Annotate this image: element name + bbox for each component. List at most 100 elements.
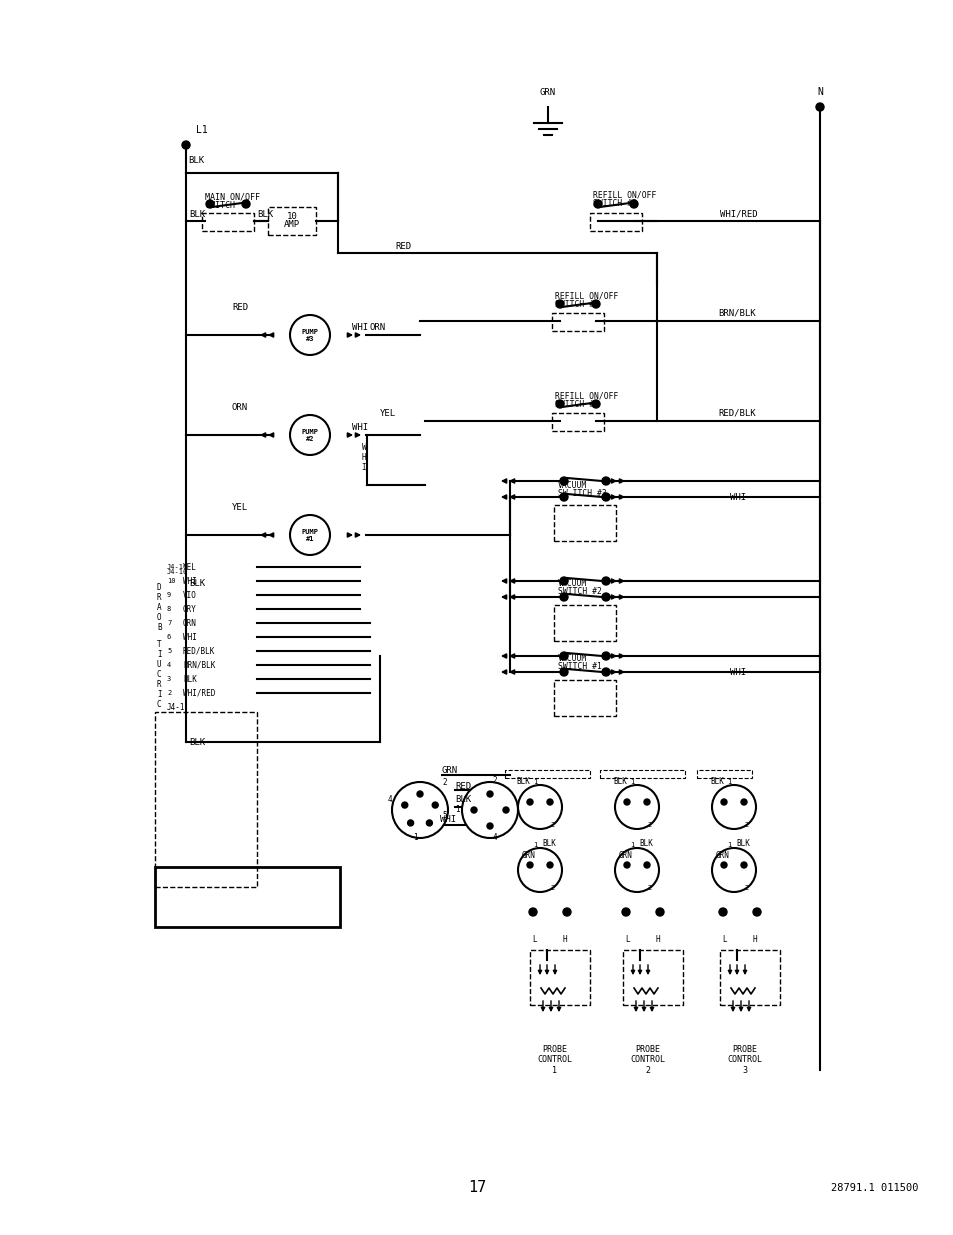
Text: I: I: [157, 689, 161, 699]
Circle shape: [752, 908, 760, 916]
Text: VACUUM: VACUUM: [558, 578, 587, 588]
Text: 3: 3: [167, 676, 172, 682]
Circle shape: [615, 785, 659, 829]
Text: H: H: [752, 935, 757, 945]
Circle shape: [815, 103, 823, 111]
Text: BLK: BLK: [735, 840, 749, 848]
Circle shape: [290, 415, 330, 454]
Circle shape: [556, 400, 563, 408]
Circle shape: [401, 802, 407, 808]
Text: J4-10: J4-10: [167, 564, 188, 571]
Bar: [530, 950, 589, 1005]
Text: BLK: BLK: [613, 777, 626, 785]
Circle shape: [559, 477, 567, 485]
Text: PUMP
#2: PUMP #2: [301, 429, 318, 441]
Circle shape: [621, 908, 629, 916]
Circle shape: [242, 200, 250, 207]
Text: YEL: YEL: [379, 409, 395, 417]
Text: ORN: ORN: [370, 322, 386, 331]
Circle shape: [601, 577, 609, 585]
Text: WHI: WHI: [352, 422, 368, 431]
Circle shape: [416, 790, 422, 797]
Text: H: H: [361, 452, 366, 462]
Text: BLK: BLK: [455, 795, 471, 804]
Text: SWITCH #1: SWITCH #1: [555, 399, 598, 409]
Text: 7: 7: [167, 620, 172, 626]
Text: WHI: WHI: [439, 815, 456, 825]
Circle shape: [486, 823, 493, 829]
Text: GRN: GRN: [441, 766, 457, 774]
Circle shape: [471, 806, 476, 813]
Circle shape: [517, 785, 561, 829]
Text: BLK: BLK: [516, 777, 530, 785]
Text: H: H: [655, 935, 659, 945]
Text: 6: 6: [167, 634, 172, 640]
Circle shape: [740, 799, 746, 805]
Circle shape: [559, 493, 567, 501]
Text: GRN: GRN: [521, 851, 536, 860]
Circle shape: [559, 652, 567, 659]
Circle shape: [629, 200, 638, 207]
Text: VACUUM: VACUUM: [558, 480, 587, 489]
Text: 4: 4: [167, 662, 172, 668]
Text: L1: L1: [195, 125, 208, 135]
Text: GRN: GRN: [716, 851, 729, 860]
Text: C: C: [157, 699, 161, 709]
Text: BLK: BLK: [189, 578, 205, 588]
Text: N: N: [816, 86, 822, 98]
Circle shape: [290, 315, 330, 354]
Text: J4-1: J4-1: [167, 703, 185, 711]
Bar: [552, 412, 603, 431]
Circle shape: [592, 400, 599, 408]
Text: BLK: BLK: [639, 840, 652, 848]
Bar: [268, 207, 315, 235]
Text: B: B: [157, 622, 161, 631]
Text: 1: 1: [532, 842, 537, 848]
Bar: [554, 680, 616, 716]
Text: REFILL ON/OFF: REFILL ON/OFF: [555, 291, 618, 300]
Text: SWITCH #1: SWITCH #1: [558, 662, 601, 671]
Text: WHI/RED: WHI/RED: [183, 688, 215, 698]
Circle shape: [559, 577, 567, 585]
Bar: [622, 950, 682, 1005]
Circle shape: [711, 785, 755, 829]
Circle shape: [392, 782, 448, 839]
Text: ORN: ORN: [183, 619, 196, 627]
Text: 2: 2: [743, 885, 747, 890]
Text: 2: 2: [743, 823, 747, 827]
Text: R: R: [157, 679, 161, 688]
Text: H: H: [562, 935, 567, 945]
Text: SWITCH #3: SWITCH #3: [593, 199, 637, 207]
Circle shape: [643, 862, 649, 868]
Circle shape: [592, 300, 599, 308]
Circle shape: [623, 799, 629, 805]
Text: 10: 10: [167, 578, 175, 584]
Circle shape: [601, 477, 609, 485]
Circle shape: [740, 862, 746, 868]
Text: 2: 2: [550, 823, 554, 827]
Circle shape: [526, 862, 533, 868]
Circle shape: [601, 668, 609, 676]
Circle shape: [601, 652, 609, 659]
Text: RED/BLK: RED/BLK: [183, 646, 215, 656]
Text: WHI: WHI: [729, 493, 745, 501]
Circle shape: [486, 790, 493, 797]
Bar: [154, 867, 339, 927]
Text: 3: 3: [517, 805, 522, 815]
Circle shape: [206, 200, 213, 207]
Text: BLK: BLK: [189, 737, 205, 746]
Text: WHI/RED: WHI/RED: [720, 210, 757, 219]
Bar: [552, 312, 603, 331]
Text: PROBE
CONTROL
1: PROBE CONTROL 1: [537, 1045, 572, 1074]
Circle shape: [562, 908, 571, 916]
Circle shape: [432, 802, 437, 808]
Circle shape: [601, 493, 609, 501]
Circle shape: [720, 862, 726, 868]
Circle shape: [559, 593, 567, 601]
Text: C: C: [157, 669, 161, 678]
Circle shape: [601, 593, 609, 601]
Circle shape: [517, 848, 561, 892]
Text: PUMP
#1: PUMP #1: [301, 529, 318, 541]
Text: PROBE
CONTROL
2: PROBE CONTROL 2: [630, 1045, 665, 1074]
Text: 2: 2: [550, 885, 554, 890]
